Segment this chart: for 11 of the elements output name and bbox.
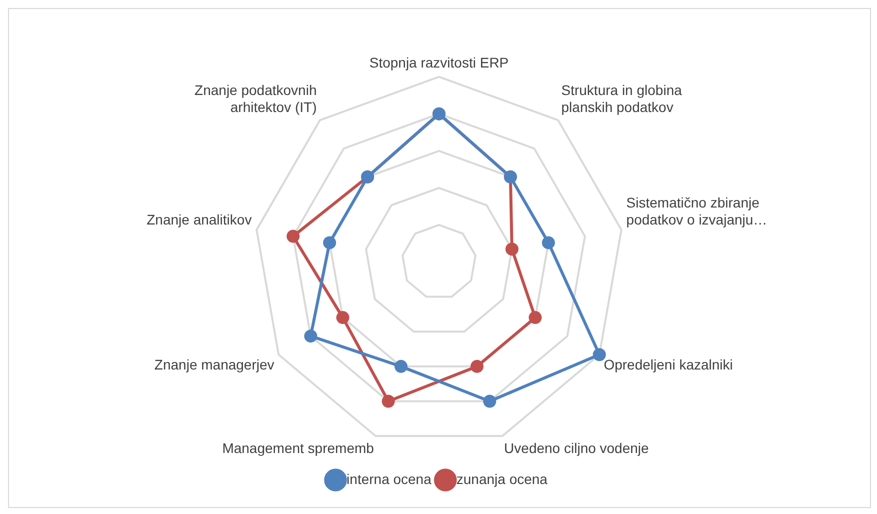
legend-label: zunanja ocena bbox=[456, 470, 548, 487]
spoke-label: Znanje podatkovnih arhitektov (IT) bbox=[194, 82, 317, 115]
spoke-label: Sistematično zbiranje podatkov o izvajanju… bbox=[626, 194, 768, 228]
spoke-label: Management sprememb bbox=[222, 440, 374, 456]
spoke-label: Opredeljeni kazalniki bbox=[604, 356, 733, 372]
legend-label: interna ocena bbox=[346, 470, 432, 487]
spoke-label: Znanje managerjev bbox=[154, 356, 274, 372]
spoke-label: Struktura in globina planskih podatkov bbox=[561, 82, 682, 115]
spoke-label: Stopnja razvitosti ERP bbox=[369, 54, 509, 70]
spoke-label: Znanje analitikov bbox=[146, 211, 252, 228]
spoke-label: Uvedeno ciljno vodenje bbox=[504, 440, 650, 456]
